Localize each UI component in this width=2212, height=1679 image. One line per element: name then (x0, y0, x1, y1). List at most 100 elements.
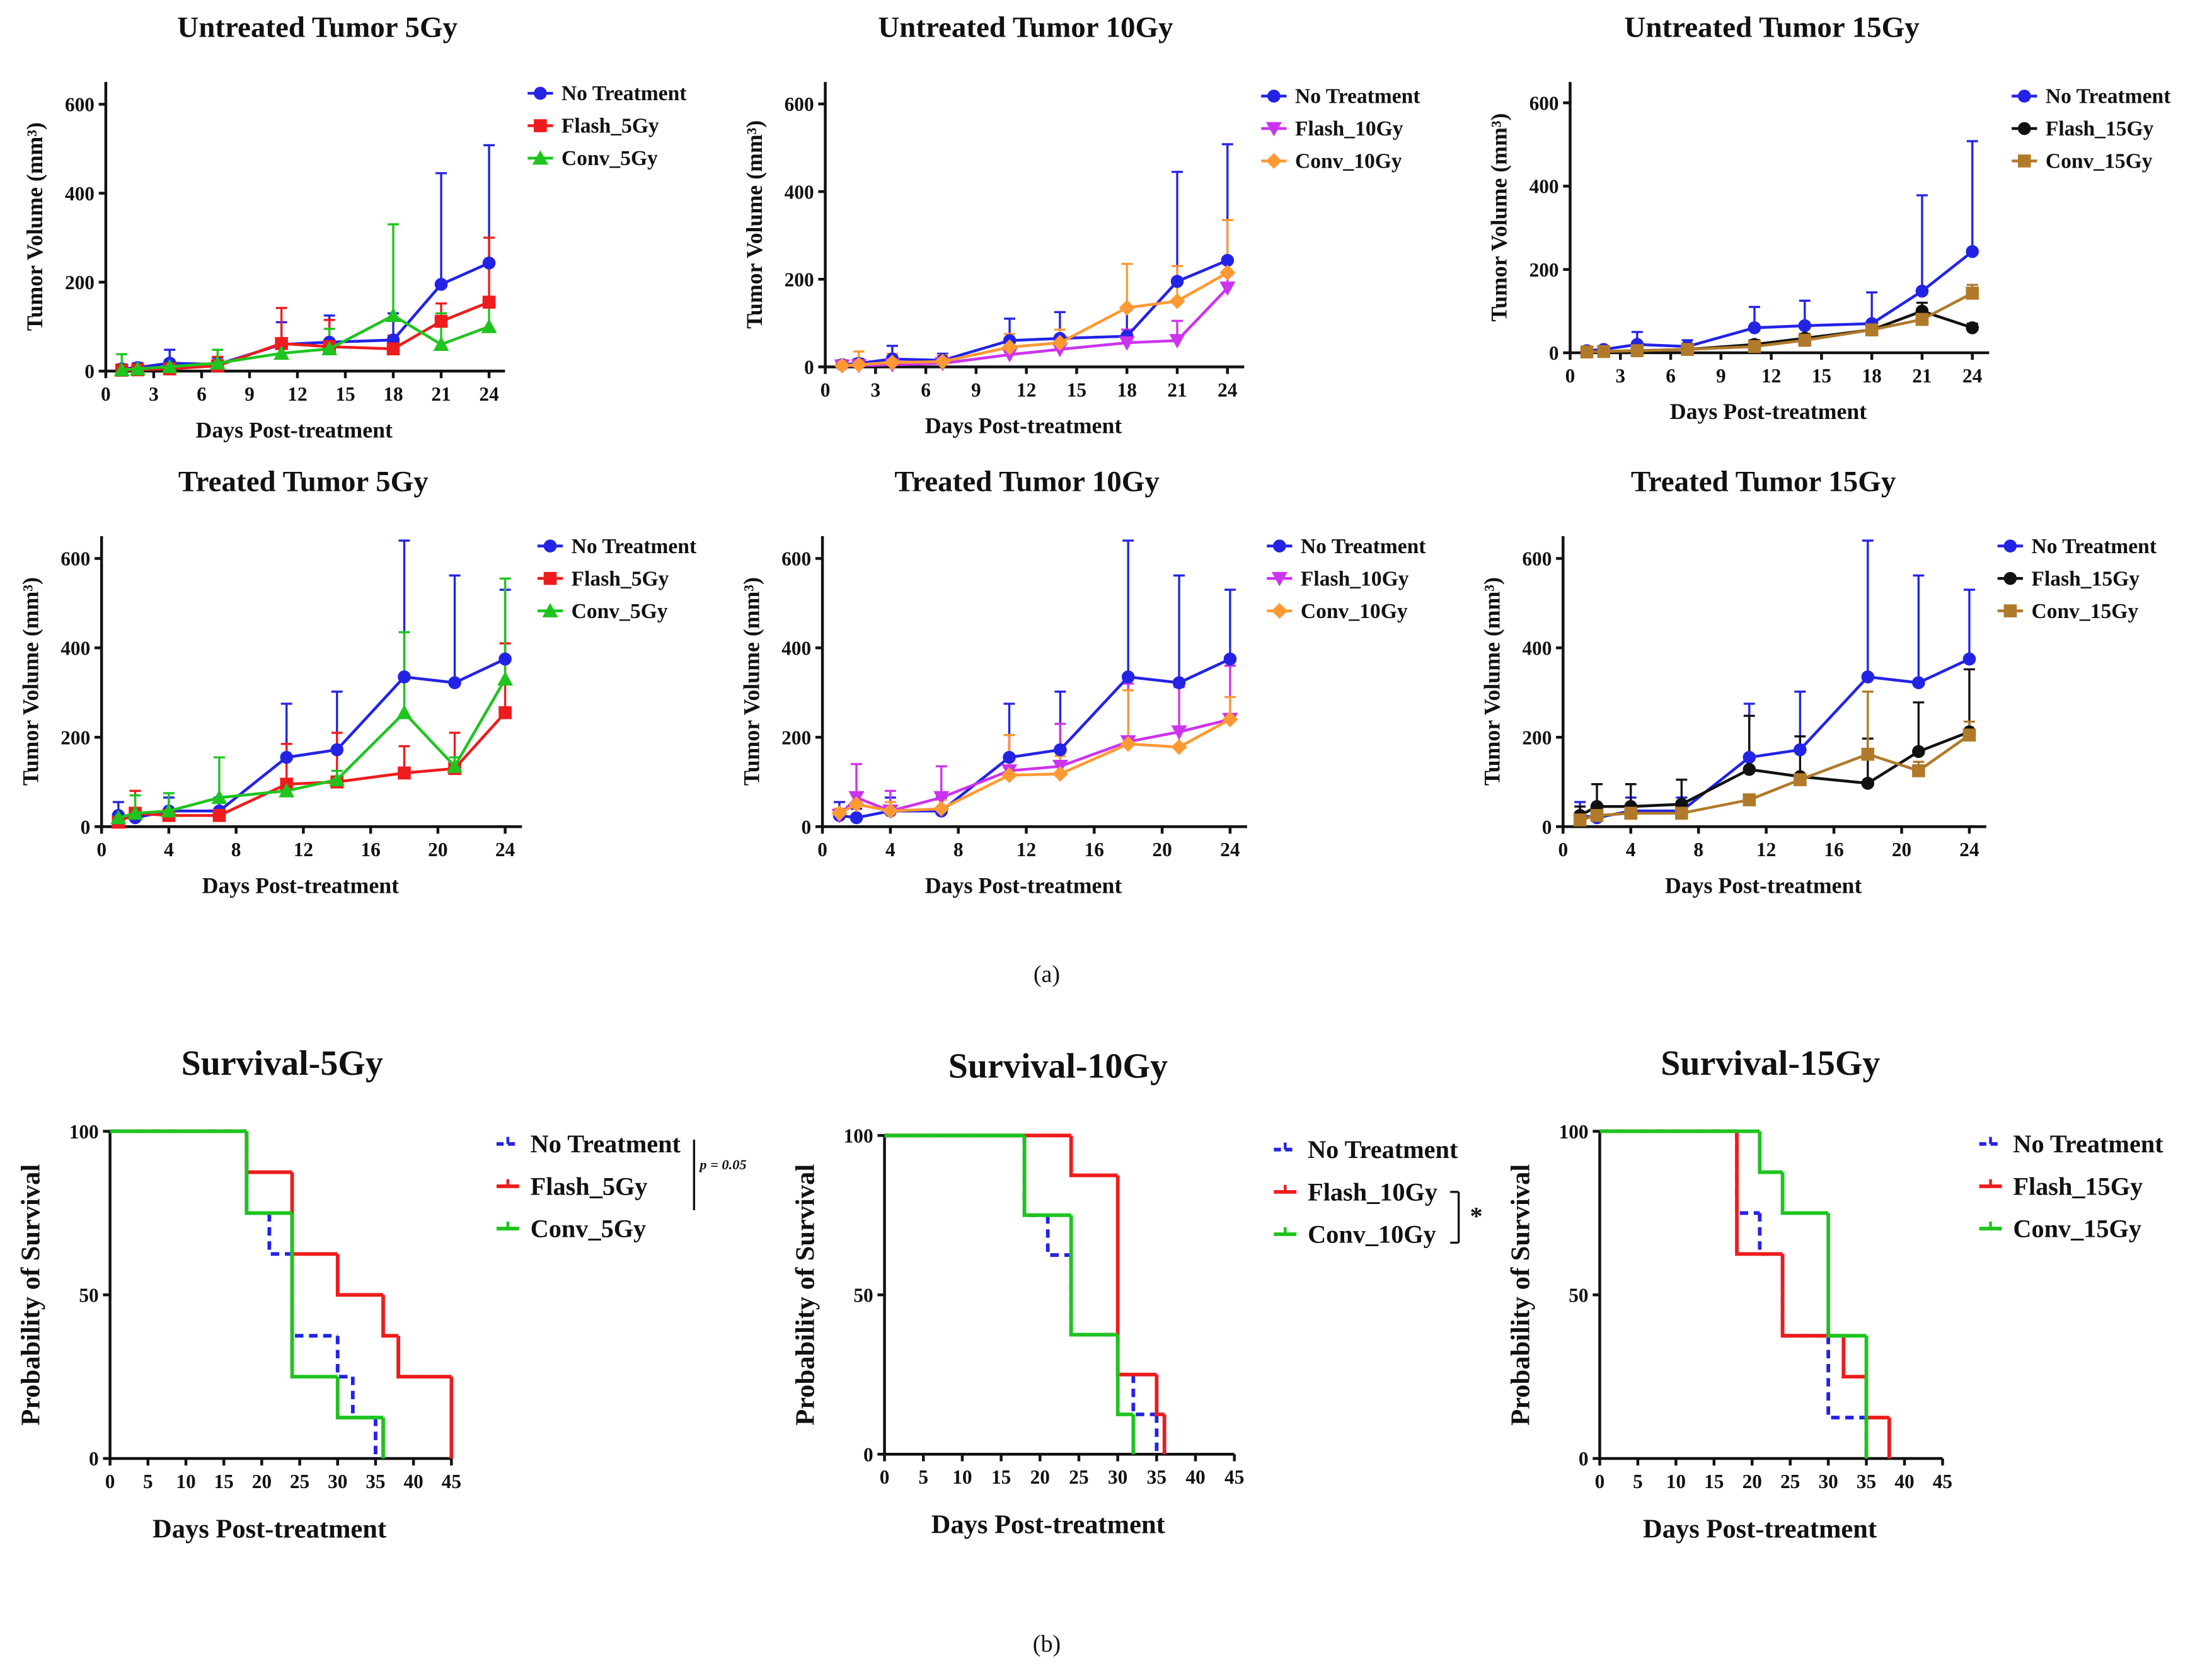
legend-label: Flash_15Gy (2031, 567, 2140, 590)
marker (1861, 776, 1875, 790)
x-tick-label: 4 (1626, 839, 1636, 861)
marker (1681, 343, 1694, 356)
legend-label: No Treatment (562, 82, 687, 105)
marker (1794, 773, 1807, 786)
line (841, 259, 1228, 367)
survival-step (335, 1336, 353, 1379)
marker (884, 354, 901, 370)
error-bar (1916, 194, 1928, 292)
y-axis-label: Probability of Survival (16, 1164, 46, 1426)
x-tick-label: 40 (1185, 1466, 1205, 1488)
legend-label: Conv_15Gy (2013, 1215, 2141, 1243)
marker (446, 758, 463, 773)
error-bar (1122, 539, 1134, 677)
error-bar (1862, 691, 1874, 755)
legend-marker (543, 571, 557, 585)
line (122, 301, 490, 372)
x-tick-label: 3 (1615, 365, 1625, 387)
x-tick-label: 0 (1565, 365, 1575, 387)
y-tick-label: 600 (1522, 548, 1552, 570)
x-axis-label: Days Post-treatment (153, 1514, 386, 1544)
survival-step (1758, 1131, 1783, 1174)
survival-step (1864, 1377, 1889, 1419)
y-tick-label: 200 (1529, 259, 1559, 281)
x-tick-label: 0 (105, 1470, 115, 1493)
survival-step (1826, 1213, 1867, 1338)
y-tick-label: 0 (1542, 816, 1552, 838)
x-tick-label: 20 (1152, 839, 1172, 861)
chart: Treated Tumor 5Gy 0 200 400 600 0 4 8 12 16 20 24 Da… (18, 465, 697, 898)
marker (280, 750, 293, 764)
chart: Treated Tumor 15Gy 0 200 400 600 0 4 8 12 16 20 24 D… (1480, 465, 2157, 898)
legend-marker (2003, 571, 2017, 585)
marker (1119, 336, 1135, 351)
chart-title: Survival-10Gy (948, 1047, 1168, 1086)
survival-step (335, 1377, 383, 1419)
marker (1743, 750, 1756, 764)
x-tick-label: 6 (197, 383, 207, 405)
x-tick-label: 21 (1167, 379, 1187, 401)
survival-step (1155, 1374, 1165, 1416)
chart: Treated Tumor 10Gy 0 200 400 600 0 4 8 12 16 20 24 D… (739, 465, 1426, 898)
x-tick-label: 6 (921, 379, 931, 401)
survival-step (1758, 1213, 1783, 1256)
legend-label: Conv_15Gy (2031, 600, 2138, 623)
x-tick-label: 0 (96, 839, 107, 861)
legend-marker (1267, 89, 1281, 103)
x-tick-label: 12 (1017, 839, 1036, 861)
error-bar (1172, 171, 1183, 282)
survival-step (1069, 1215, 1118, 1337)
marker (1169, 293, 1185, 309)
legend-label: Conv_15Gy (2046, 150, 2153, 173)
line (1586, 250, 1974, 352)
marker (1962, 652, 1976, 666)
x-tick-label: 12 (1756, 839, 1776, 861)
y-tick-label: 600 (781, 548, 811, 570)
marker (448, 676, 461, 689)
x-tick-label: 24 (479, 383, 499, 405)
y-axis-label: Tumor Volume (mm³) (1480, 577, 1505, 786)
chart-title: Treated Tumor 5Gy (178, 465, 429, 498)
error-bar (388, 223, 399, 316)
x-tick-label: 18 (383, 383, 403, 405)
legend-marker (2017, 154, 2031, 168)
x-tick-label: 25 (1069, 1466, 1088, 1488)
y-tick-label: 50 (1569, 1284, 1588, 1306)
marker (935, 353, 951, 370)
error-bar (483, 236, 495, 302)
marker (161, 358, 178, 374)
y-tick-label: 0 (81, 816, 91, 838)
line (1579, 658, 1970, 820)
marker (1861, 747, 1875, 761)
survival-step (1022, 1135, 1048, 1217)
x-tick-label: 35 (1147, 1466, 1166, 1488)
x-tick-label: 4 (164, 839, 174, 861)
marker (481, 318, 497, 333)
marker (497, 671, 514, 686)
x-tick-label: 18 (1117, 379, 1137, 401)
marker (1219, 281, 1236, 296)
marker (1121, 670, 1135, 684)
marker (1222, 711, 1238, 728)
y-tick-label: 0 (863, 1443, 873, 1465)
y-tick-label: 400 (65, 183, 95, 205)
x-tick-label: 24 (495, 839, 516, 861)
legend-label: Flash_10Gy (1295, 117, 1403, 140)
panel-label: (a) (1034, 961, 1060, 987)
survival-step (1069, 1135, 1118, 1178)
marker (330, 743, 344, 757)
x-tick-label: 20 (1743, 1470, 1762, 1493)
y-axis-label: Probability of Survival (1506, 1164, 1536, 1426)
legend-label: Conv_5Gy (572, 600, 668, 623)
marker (831, 805, 848, 822)
survival-step (1115, 1175, 1157, 1377)
y-tick-label: 600 (65, 94, 95, 116)
x-tick-label: 9 (1716, 365, 1726, 387)
y-tick-label: 100 (1559, 1121, 1589, 1143)
marker (1001, 348, 1018, 363)
x-tick-label: 3 (149, 383, 159, 405)
marker (1675, 806, 1688, 820)
error-bar (280, 743, 292, 784)
x-tick-label: 18 (1862, 365, 1881, 387)
